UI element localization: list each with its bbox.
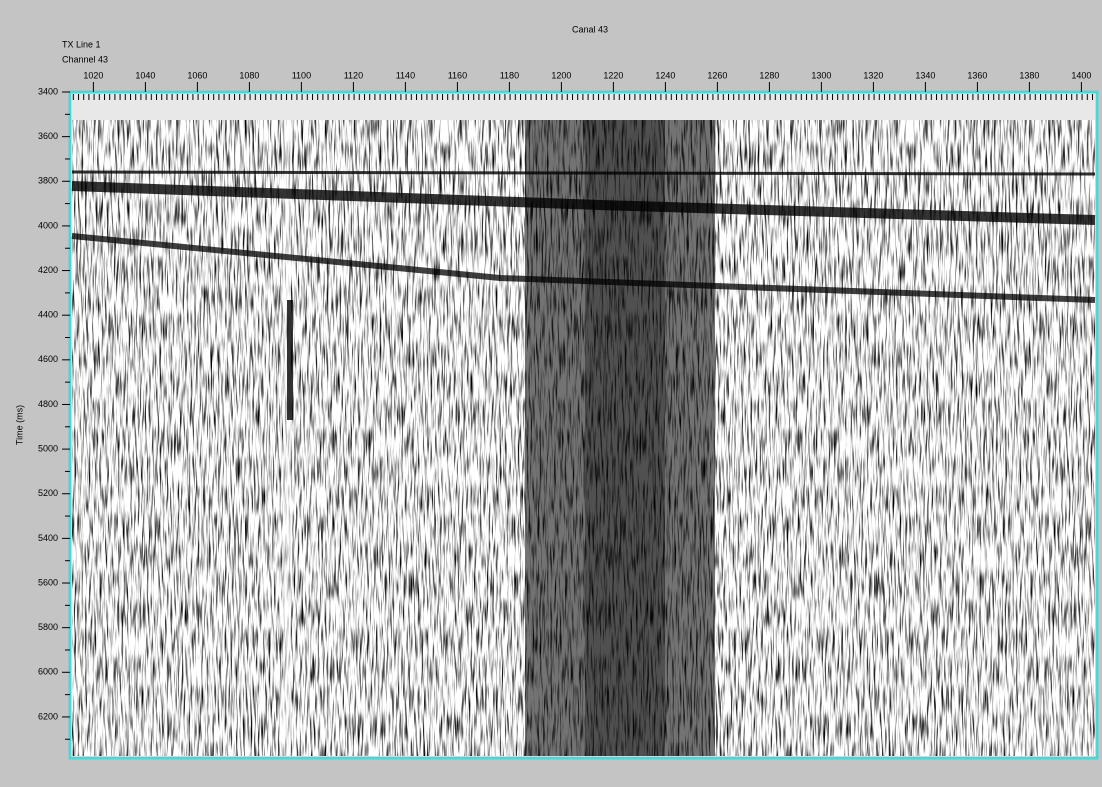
y-tick-label: 4400 bbox=[38, 310, 58, 320]
x-tick-label: 1280 bbox=[759, 70, 779, 80]
y-tick-label: 3600 bbox=[38, 131, 58, 141]
line-label: TX Line 1 bbox=[62, 39, 101, 49]
x-tick-label: 1300 bbox=[811, 70, 831, 80]
x-tick-label: 1400 bbox=[1071, 70, 1091, 80]
reflector bbox=[72, 172, 1095, 174]
x-tick-label: 1320 bbox=[863, 70, 883, 80]
y-tick-label: 4800 bbox=[38, 399, 58, 409]
x-tick-label: 1060 bbox=[187, 70, 207, 80]
x-tick-label: 1380 bbox=[1019, 70, 1039, 80]
x-tick-label: 1160 bbox=[448, 70, 467, 80]
y-tick-label: 6000 bbox=[38, 667, 58, 677]
y-tick-label: 5400 bbox=[38, 533, 58, 543]
x-tick-label: 1240 bbox=[655, 70, 675, 80]
ruler-ticks bbox=[72, 93, 1095, 103]
y-tick-label: 4600 bbox=[38, 354, 58, 364]
y-tick-label: 6200 bbox=[38, 711, 58, 721]
y-tick-label: 5800 bbox=[38, 622, 58, 632]
y-axis-label: Time (ms) bbox=[14, 405, 24, 445]
y-tick-label: 5000 bbox=[38, 443, 58, 453]
y-tick-label: 5600 bbox=[38, 577, 58, 587]
dead-trace bbox=[283, 120, 291, 756]
chart: Canal 43 TX Line 1 Channel 43 Time (ms) … bbox=[0, 0, 1102, 787]
channel-label: Channel 43 bbox=[62, 54, 108, 64]
y-tick-label: 3400 bbox=[38, 86, 58, 96]
x-tick-label: 1200 bbox=[551, 70, 571, 80]
x-tick-label: 1140 bbox=[396, 70, 415, 80]
y-tick-label: 3800 bbox=[38, 176, 58, 186]
chart-title: Canal 43 bbox=[572, 24, 608, 34]
y-tick-label: 5200 bbox=[38, 488, 58, 498]
y-tick-label: 4200 bbox=[38, 265, 58, 275]
x-tick-label: 1020 bbox=[83, 70, 103, 80]
x-tick-label: 1120 bbox=[344, 70, 363, 80]
x-tick-label: 1180 bbox=[500, 70, 519, 80]
y-tick-label: 4000 bbox=[38, 220, 58, 230]
x-tick-label: 1100 bbox=[292, 70, 311, 80]
x-tick-label: 1220 bbox=[603, 70, 623, 80]
x-tick-label: 1360 bbox=[967, 70, 987, 80]
x-tick-label: 1080 bbox=[239, 70, 259, 80]
noise-core bbox=[585, 120, 665, 756]
plot-area bbox=[70, 92, 1097, 758]
x-tick-label: 1260 bbox=[707, 70, 727, 80]
trace-gap bbox=[287, 300, 293, 420]
x-tick-label: 1340 bbox=[915, 70, 935, 80]
x-tick-label: 1040 bbox=[135, 70, 155, 80]
